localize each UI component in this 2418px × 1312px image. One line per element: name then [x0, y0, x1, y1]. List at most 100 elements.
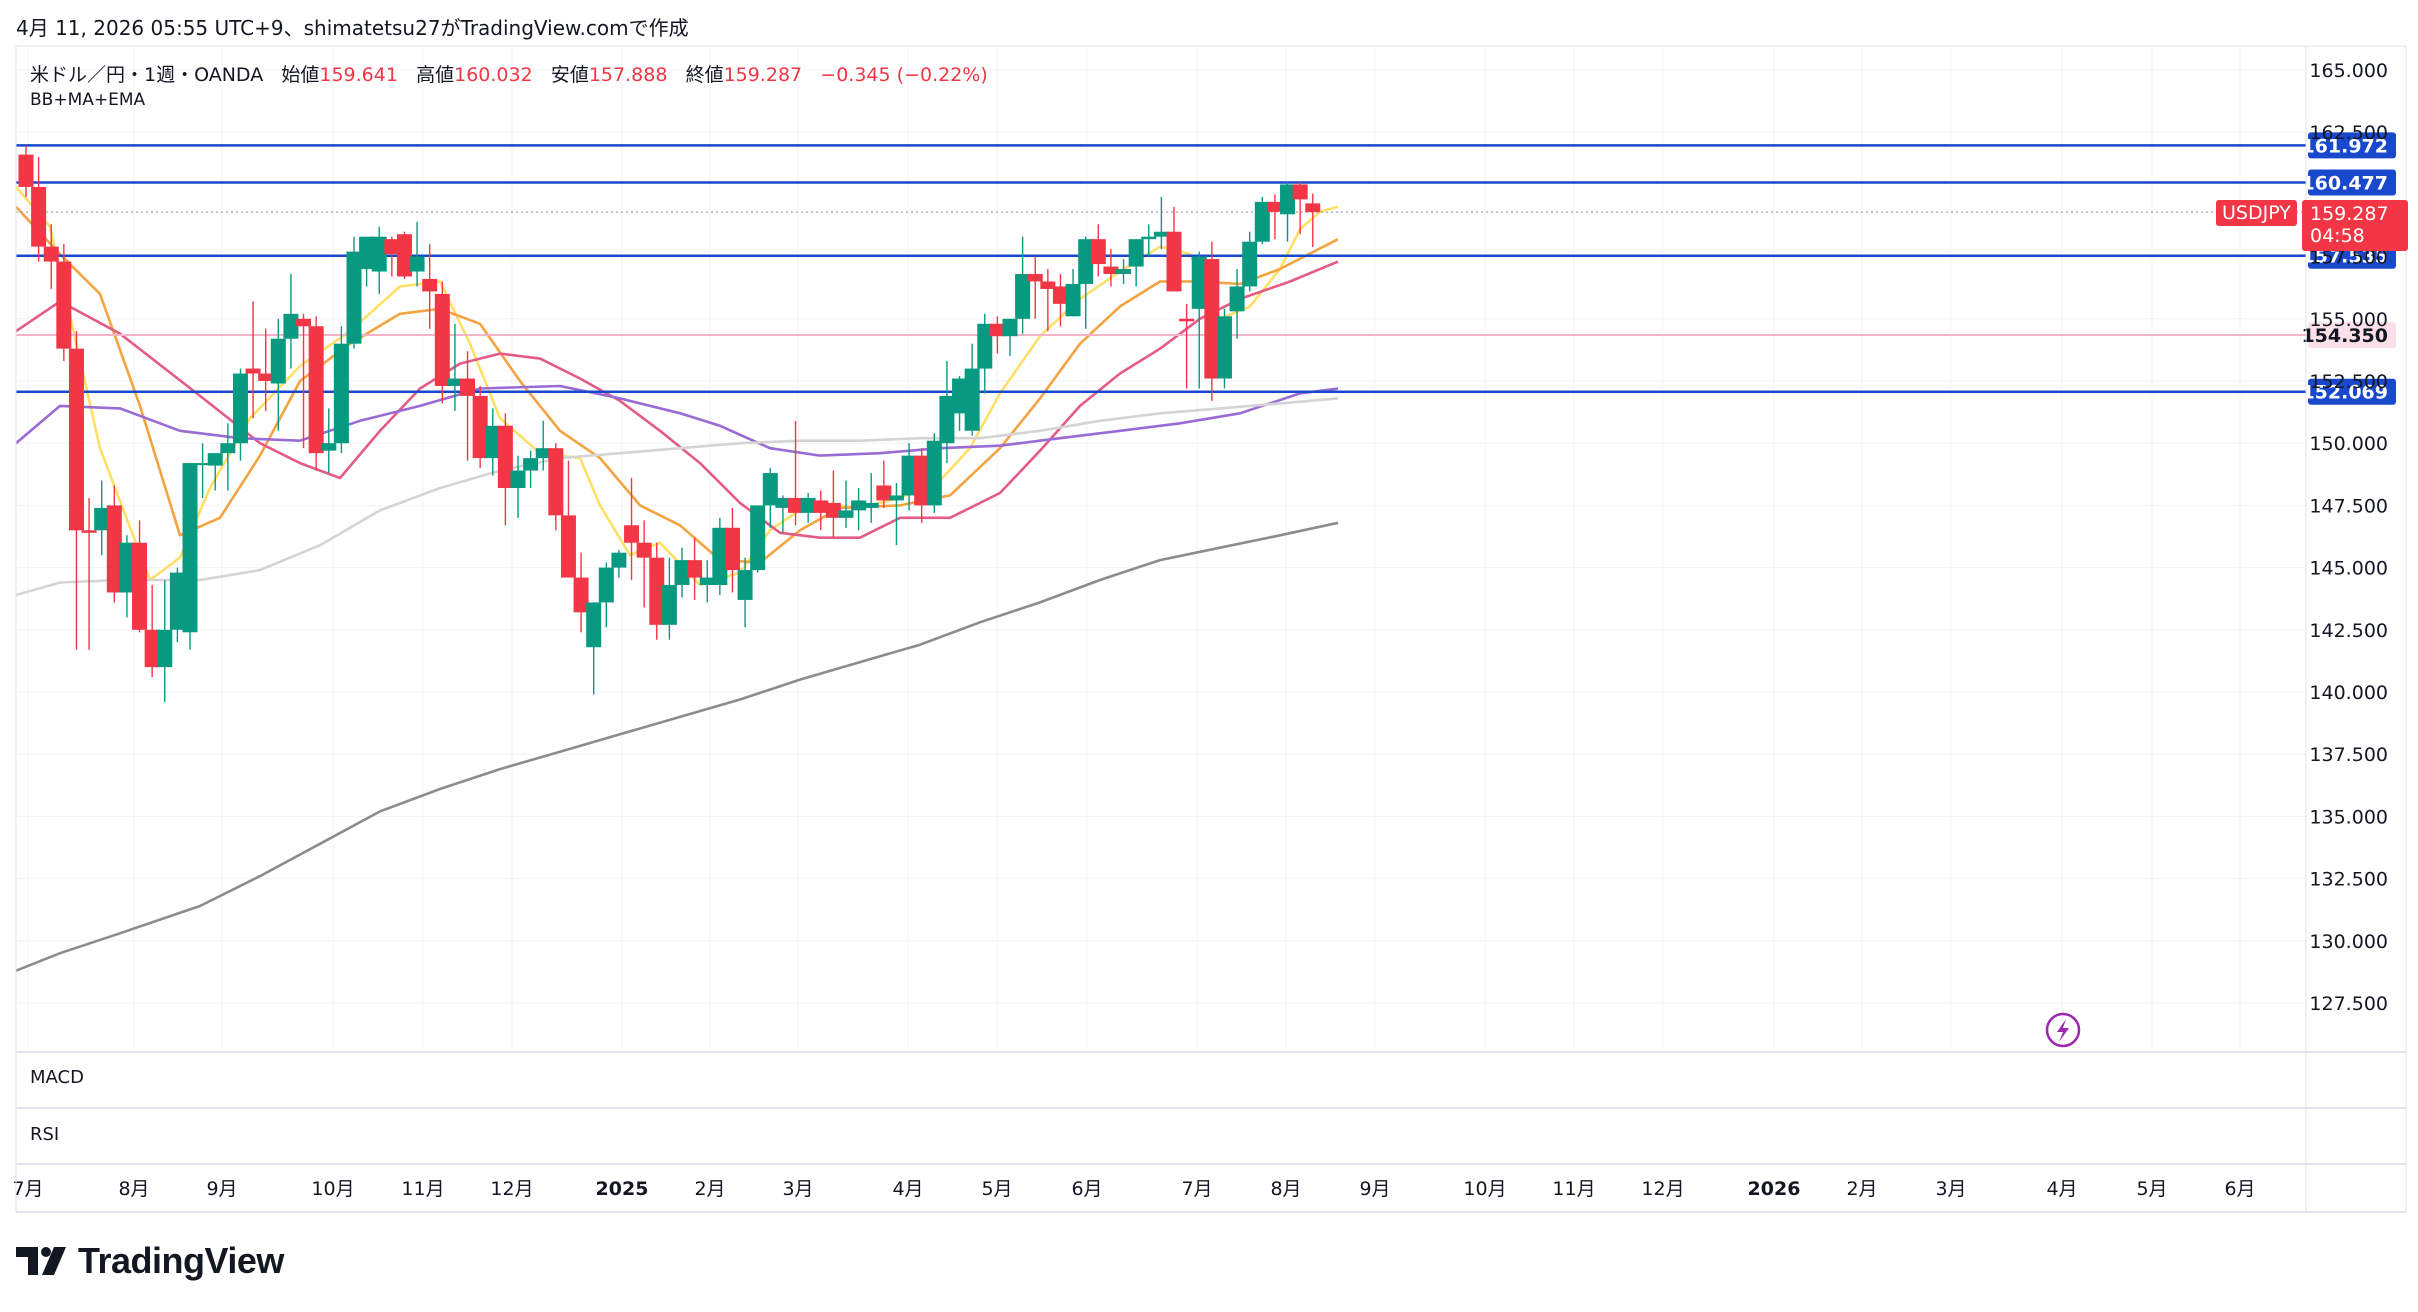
- candle-body: [548, 448, 564, 516]
- candle-body: [1027, 274, 1043, 282]
- candle-body: [964, 368, 980, 431]
- candle: [144, 585, 160, 678]
- chart-border: [15, 45, 2407, 1213]
- symbol-title[interactable]: 米ドル／円・1週・OANDA: [30, 64, 264, 86]
- candle: [813, 490, 829, 531]
- candle-body: [1216, 316, 1232, 379]
- hline-badge: [2308, 132, 2396, 159]
- candle: [333, 326, 349, 454]
- candle-body: [447, 378, 463, 386]
- price-tick-label: 162.500: [2309, 122, 2388, 144]
- candle: [964, 343, 980, 436]
- candle: [497, 413, 513, 526]
- chart-created-meta: 4月 11, 2026 05:55 UTC+9、shimatetsu27がTra…: [16, 16, 689, 40]
- hline-label: 154.350: [2301, 325, 2388, 347]
- tradingview-logo[interactable]: TradingView: [16, 1240, 284, 1282]
- price-tick-label: 157.500: [2309, 247, 2388, 269]
- candle-body: [1305, 203, 1321, 213]
- candle-body: [68, 348, 84, 531]
- candle-body: [1153, 231, 1169, 237]
- pane-separators: [15, 45, 2407, 1213]
- ema_slow-line: [15, 260, 1339, 539]
- candle-body: [838, 510, 854, 518]
- candle-body: [119, 542, 135, 593]
- candle-body: [321, 443, 337, 451]
- candle-body: [296, 318, 312, 327]
- candle-body: [132, 542, 148, 630]
- candle: [1153, 196, 1169, 250]
- close-label: 終値: [685, 64, 724, 86]
- candle-body: [888, 495, 904, 501]
- candle: [220, 423, 236, 491]
- candle: [422, 244, 438, 329]
- candle-body: [523, 458, 539, 471]
- time-tick-label: 11月: [1552, 1178, 1595, 1200]
- price-axis: 127.500 130.000 132.500 135.000 137.500 140.0…: [2309, 60, 2388, 1015]
- open-value: 159.641: [319, 64, 398, 86]
- candle: [195, 443, 211, 498]
- time-tick-label: 9月: [1359, 1178, 1390, 1200]
- candle: [359, 236, 375, 287]
- candle: [56, 244, 72, 362]
- time-tick-label: 3月: [1935, 1178, 1966, 1200]
- price-tick-label: 147.500: [2309, 495, 2388, 517]
- candle-body: [687, 560, 703, 578]
- symbol-ohlc-row: 米ドル／円・1週・OANDA 始値159.641 高値160.032 安値157…: [30, 60, 988, 87]
- candle: [586, 602, 602, 695]
- ma_gray-line: [15, 521, 1339, 972]
- candle-body: [1078, 239, 1094, 284]
- candle-body: [699, 577, 715, 586]
- time-tick-label: 7月: [12, 1178, 43, 1200]
- rsi-pane-label[interactable]: RSI: [30, 1124, 60, 1145]
- indicator-lines: [15, 186, 1339, 972]
- candle-body: [409, 256, 425, 272]
- candle-body: [1179, 318, 1195, 322]
- flash-icon[interactable]: [2045, 1012, 2081, 1048]
- candle: [687, 537, 703, 600]
- macd-pane-label[interactable]: MACD: [30, 1067, 84, 1088]
- candle: [169, 567, 185, 643]
- candle: [119, 535, 135, 618]
- candle: [1040, 269, 1056, 332]
- candle: [346, 236, 362, 349]
- candle-body: [1128, 239, 1144, 267]
- candle: [1242, 231, 1258, 292]
- current-price-badge: 159.287 04:58: [2302, 200, 2408, 251]
- candle: [1002, 318, 1018, 357]
- candle-body: [649, 557, 665, 625]
- candle-body: [422, 278, 438, 292]
- candle-body: [1292, 184, 1308, 200]
- close-value: 159.287: [723, 64, 803, 86]
- time-tick-label: 4月: [2046, 1178, 2077, 1200]
- candle-body: [232, 373, 248, 444]
- candle: [737, 557, 753, 628]
- candle-body: [863, 502, 879, 508]
- candle: [43, 224, 59, 289]
- time-tick-label: 3月: [782, 1178, 813, 1200]
- indicators-legend[interactable]: BB+MA+EMA: [30, 90, 146, 110]
- candle: [661, 557, 677, 640]
- candle-body: [18, 154, 34, 187]
- candle-body: [876, 485, 892, 501]
- candle: [296, 313, 312, 449]
- candle: [1090, 224, 1106, 277]
- candle: [409, 221, 425, 287]
- candle: [258, 328, 274, 411]
- candle-body: [1166, 231, 1182, 292]
- candle-body: [371, 236, 387, 272]
- candle: [94, 480, 110, 556]
- candle-body: [661, 585, 677, 625]
- candle-body: [396, 234, 412, 277]
- candle: [1179, 303, 1195, 389]
- candle-body: [195, 463, 211, 466]
- price-tick-label: 150.000: [2309, 433, 2388, 455]
- candle: [649, 542, 665, 640]
- candle: [1052, 274, 1068, 327]
- candle: [1254, 196, 1270, 245]
- candle: [863, 473, 879, 523]
- candle: [926, 433, 942, 513]
- candle: [800, 492, 816, 523]
- candle: [1166, 206, 1182, 292]
- candle: [485, 408, 501, 476]
